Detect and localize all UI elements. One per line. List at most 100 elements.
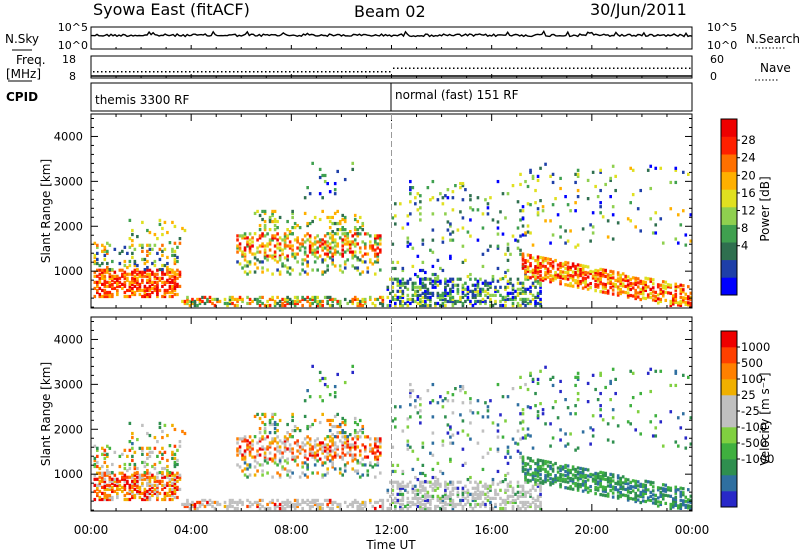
power-cell xyxy=(469,234,472,238)
power-cell xyxy=(534,201,537,205)
power-cell xyxy=(531,297,535,302)
velocity-cell xyxy=(171,450,174,454)
power-cell xyxy=(291,225,294,230)
velocity-cell xyxy=(649,420,653,424)
velocity-cell xyxy=(323,376,327,381)
power-cell xyxy=(146,259,149,264)
power-cell xyxy=(326,264,329,268)
velocity-cell xyxy=(273,437,277,441)
power-cell xyxy=(156,251,159,256)
power-cell xyxy=(534,269,537,273)
power-cell xyxy=(571,270,575,274)
power-cell xyxy=(311,297,314,302)
power-cell xyxy=(446,293,450,297)
power-cell xyxy=(581,272,585,276)
power-cell xyxy=(651,286,655,290)
power-cell xyxy=(581,286,585,290)
power-cell xyxy=(421,238,425,242)
power-cell xyxy=(494,301,497,306)
power-cell xyxy=(151,261,154,266)
power-cell xyxy=(484,281,487,285)
power-cell xyxy=(426,277,430,281)
power-cell xyxy=(248,297,252,302)
power-cell xyxy=(283,242,287,246)
power-cell xyxy=(306,186,309,190)
velocity-cell xyxy=(213,506,217,511)
velocity-cell xyxy=(198,500,202,505)
velocity-cell xyxy=(158,450,162,454)
power-cell xyxy=(456,283,460,287)
velocity-cell xyxy=(539,467,542,471)
power-cell xyxy=(476,283,480,287)
velocity-cell xyxy=(161,452,164,456)
velocity-cell xyxy=(489,496,492,500)
velocity-cell xyxy=(243,449,247,453)
power-cell xyxy=(524,271,527,275)
power-cell xyxy=(441,295,445,300)
velocity-cell xyxy=(534,488,537,492)
velocity-cell xyxy=(464,496,467,500)
power-cell xyxy=(146,253,149,258)
velocity-cell xyxy=(288,504,292,509)
power-cell xyxy=(651,298,655,302)
power-cell xyxy=(431,228,435,232)
power-cell xyxy=(156,280,159,284)
power-cell xyxy=(576,281,580,285)
velocity-cell xyxy=(684,499,688,503)
velocity-cell xyxy=(516,506,520,511)
power-cell xyxy=(454,183,457,188)
velocity-cell xyxy=(306,502,309,507)
velocity-cell xyxy=(278,451,282,455)
velocity-cell xyxy=(439,395,442,399)
power-cell xyxy=(263,248,267,252)
velocity-cell xyxy=(326,457,329,461)
velocity-cell xyxy=(469,397,472,401)
velocity-cell xyxy=(626,482,630,486)
velocity-cell xyxy=(424,492,427,496)
power-cell xyxy=(559,280,562,284)
power-cell xyxy=(436,258,440,262)
power-cell xyxy=(276,225,279,230)
velocity-cell xyxy=(356,500,360,505)
velocity-cell xyxy=(363,445,367,449)
power-cell xyxy=(411,293,415,297)
power-cell xyxy=(343,228,347,232)
power-cell xyxy=(356,301,360,306)
power-cell xyxy=(459,299,462,304)
velocity-cell xyxy=(626,486,630,490)
velocity-cell xyxy=(243,473,247,477)
power-cell xyxy=(556,275,560,279)
power-cell xyxy=(153,263,157,268)
power-cell xyxy=(253,252,257,256)
velocity-cell xyxy=(286,461,289,465)
power-cell xyxy=(331,230,334,234)
velocity-cell xyxy=(481,484,485,488)
velocity-cell xyxy=(489,500,492,505)
power-cell xyxy=(106,270,109,274)
velocity-cell xyxy=(106,497,109,502)
power-cell xyxy=(636,281,640,285)
velocity-cell xyxy=(353,435,357,439)
power-cell xyxy=(656,297,660,301)
power-cell xyxy=(323,295,327,300)
velocity-cell xyxy=(156,483,159,487)
power-cell xyxy=(111,278,114,282)
power-cell xyxy=(534,277,537,281)
velocity-cell xyxy=(496,469,500,474)
velocity-cell xyxy=(123,477,127,481)
power-cell xyxy=(421,283,425,287)
power-cell xyxy=(474,301,477,306)
velocity-cell xyxy=(396,492,400,496)
velocity-cell xyxy=(93,473,97,477)
power-cell xyxy=(496,279,500,283)
power-cell xyxy=(376,246,380,250)
power-cell xyxy=(236,297,239,302)
velocity-cell xyxy=(681,499,685,503)
velocity-cell xyxy=(604,471,607,475)
power-cell xyxy=(313,236,317,240)
velocity-cell xyxy=(103,460,107,465)
velocity-cell xyxy=(449,482,452,486)
power-cell xyxy=(301,258,304,262)
velocity-cell xyxy=(631,497,635,501)
velocity-cell xyxy=(268,443,272,447)
